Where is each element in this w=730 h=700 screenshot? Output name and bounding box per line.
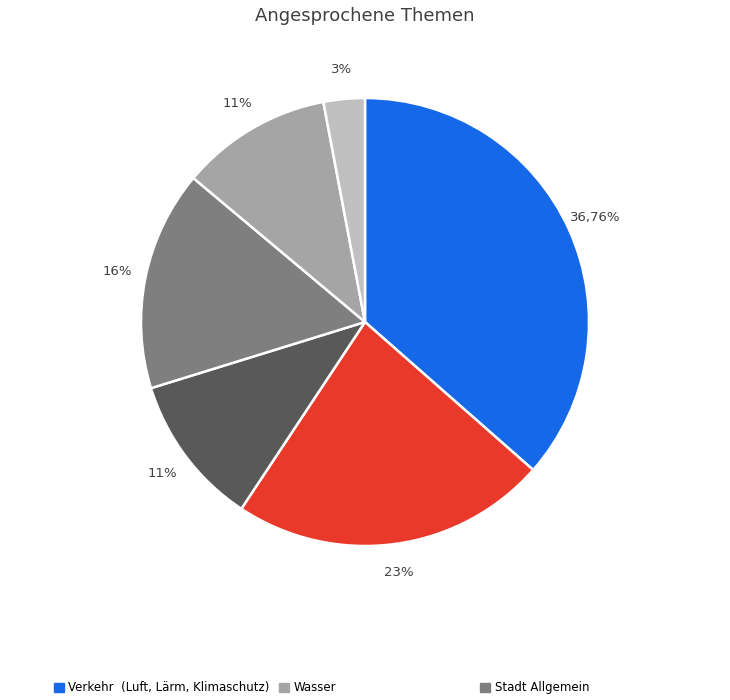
Text: 11%: 11%	[222, 97, 252, 110]
Text: 23%: 23%	[383, 566, 413, 580]
Title: Angesprochene Themen: Angesprochene Themen	[255, 7, 474, 25]
Wedge shape	[141, 178, 365, 389]
Wedge shape	[365, 98, 589, 470]
Text: 11%: 11%	[147, 468, 177, 480]
Text: 3%: 3%	[331, 64, 352, 76]
Text: 36,76%: 36,76%	[570, 211, 621, 224]
Wedge shape	[323, 98, 365, 322]
Legend: Verkehr  (Luft, Lärm, Klimaschutz), Biodiversität, Wasser, Abfall- und Kreislauf: Verkehr (Luft, Lärm, Klimaschutz), Biodi…	[48, 676, 682, 700]
Wedge shape	[193, 102, 365, 322]
Wedge shape	[151, 322, 365, 509]
Wedge shape	[242, 322, 533, 546]
Text: 16%: 16%	[102, 265, 131, 279]
